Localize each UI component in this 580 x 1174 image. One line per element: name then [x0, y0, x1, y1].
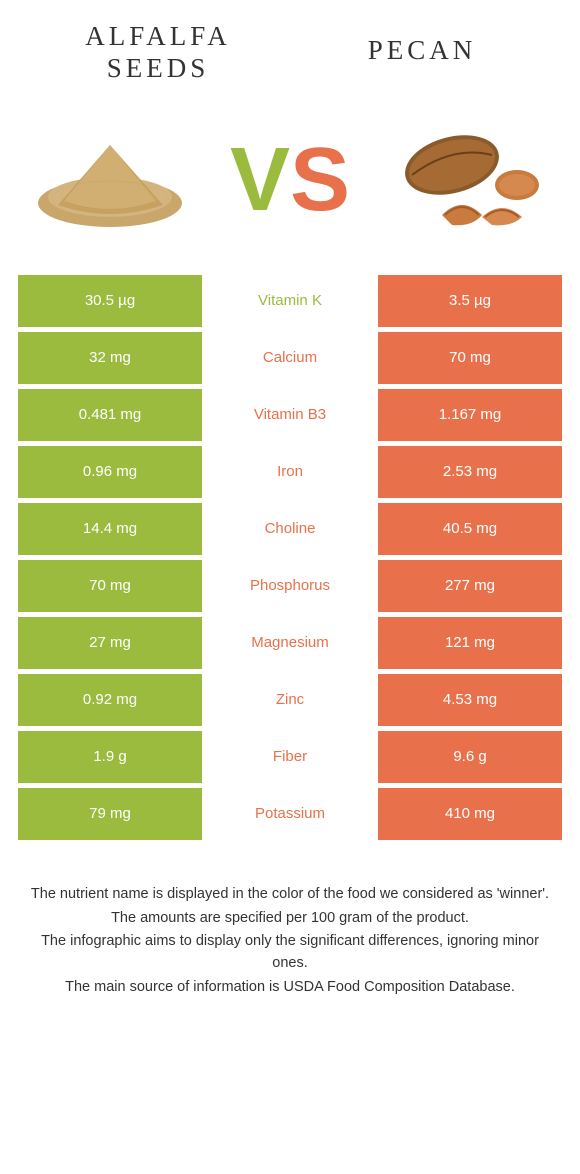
header: Alfalfa seeds Pecan — [18, 20, 562, 95]
right-value: 40.5 mg — [378, 503, 562, 555]
alfalfa-image — [28, 115, 193, 245]
right-value: 9.6 g — [378, 731, 562, 783]
footnote-line: The infographic aims to display only the… — [28, 931, 552, 975]
right-value: 4.53 mg — [378, 674, 562, 726]
nutrient-name: Calcium — [205, 332, 375, 384]
footnotes: The nutrient name is displayed in the co… — [18, 884, 562, 999]
table-row: 0.481 mgVitamin B31.167 mg — [18, 389, 562, 441]
right-food-title: Pecan — [322, 20, 522, 85]
table-row: 79 mgPotassium410 mg — [18, 788, 562, 840]
table-row: 0.92 mgZinc4.53 mg — [18, 674, 562, 726]
nutrient-name: Zinc — [205, 674, 375, 726]
left-food-title: Alfalfa seeds — [58, 20, 258, 85]
right-value: 277 mg — [378, 560, 562, 612]
table-row: 30.5 µgVitamin K3.5 µg — [18, 275, 562, 327]
table-row: 32 mgCalcium70 mg — [18, 332, 562, 384]
footnote-line: The main source of information is USDA F… — [28, 977, 552, 999]
comparison-table: 30.5 µgVitamin K3.5 µg32 mgCalcium70 mg0… — [18, 275, 562, 840]
right-value: 2.53 mg — [378, 446, 562, 498]
footnote-line: The nutrient name is displayed in the co… — [28, 884, 552, 906]
right-value: 410 mg — [378, 788, 562, 840]
right-value: 70 mg — [378, 332, 562, 384]
left-value: 0.92 mg — [18, 674, 202, 726]
left-value: 79 mg — [18, 788, 202, 840]
left-value: 32 mg — [18, 332, 202, 384]
table-row: 14.4 mgCholine40.5 mg — [18, 503, 562, 555]
left-value: 14.4 mg — [18, 503, 202, 555]
left-value: 30.5 µg — [18, 275, 202, 327]
nutrient-name: Vitamin K — [205, 275, 375, 327]
vs-v: V — [230, 135, 290, 225]
pecan-image — [387, 115, 552, 245]
right-value: 3.5 µg — [378, 275, 562, 327]
right-value: 121 mg — [378, 617, 562, 669]
footnote-line: The amounts are specified per 100 gram o… — [28, 908, 552, 930]
vs-s: S — [290, 135, 350, 225]
hero-row: VS — [18, 95, 562, 275]
nutrient-name: Fiber — [205, 731, 375, 783]
nutrient-name: Choline — [205, 503, 375, 555]
table-row: 0.96 mgIron2.53 mg — [18, 446, 562, 498]
nutrient-name: Phosphorus — [205, 560, 375, 612]
table-row: 27 mgMagnesium121 mg — [18, 617, 562, 669]
vs-label: VS — [230, 135, 350, 225]
left-value: 27 mg — [18, 617, 202, 669]
left-value: 70 mg — [18, 560, 202, 612]
nutrient-name: Magnesium — [205, 617, 375, 669]
right-value: 1.167 mg — [378, 389, 562, 441]
table-row: 70 mgPhosphorus277 mg — [18, 560, 562, 612]
nutrient-name: Vitamin B3 — [205, 389, 375, 441]
left-value: 1.9 g — [18, 731, 202, 783]
nutrient-name: Iron — [205, 446, 375, 498]
nutrient-name: Potassium — [205, 788, 375, 840]
left-value: 0.481 mg — [18, 389, 202, 441]
table-row: 1.9 gFiber9.6 g — [18, 731, 562, 783]
left-value: 0.96 mg — [18, 446, 202, 498]
